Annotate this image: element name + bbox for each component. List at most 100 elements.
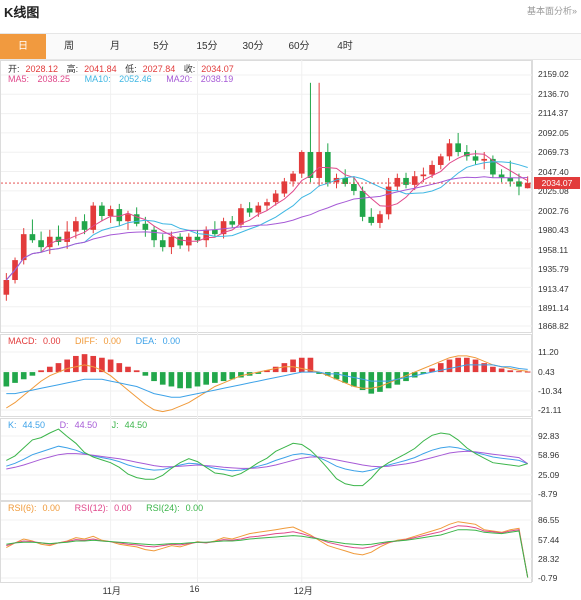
ma20-value: 2038.19 — [200, 74, 234, 84]
ma5-line — [5, 153, 528, 281]
macd-bar — [498, 368, 505, 373]
candle-body — [255, 205, 262, 213]
rsi24-label: RSI(24): — [146, 503, 180, 513]
candle-body — [194, 236, 201, 241]
ma5-value: 2038.25 — [37, 74, 71, 84]
macd-bar — [55, 363, 62, 373]
tab-4hour[interactable]: 4时 — [337, 41, 353, 52]
macd-bar — [168, 372, 175, 387]
dea-label: DEA: — [135, 336, 157, 346]
rsi12-label: RSI(12): — [74, 503, 109, 513]
macd-bar — [177, 372, 183, 389]
period-tab-bar: 日 周 月 5分 15分 30分 60分 4时 — [0, 33, 581, 60]
macd-bar — [507, 370, 514, 373]
macd-bar — [12, 372, 18, 383]
panel-border — [0, 418, 532, 501]
tab-5min[interactable]: 5分 — [153, 41, 169, 52]
macd-axis-label: 0.43 — [538, 367, 555, 377]
macd-bar — [220, 372, 227, 382]
rsi-legend: RSI(6): 0.00 RSI(12): 0.00 RSI(24): 0.00 — [8, 503, 215, 513]
candle-body — [20, 234, 27, 261]
candle-body — [90, 205, 97, 230]
candle-body — [351, 183, 357, 191]
kdj-axis-label: -8.79 — [538, 489, 558, 499]
x-axis-label: 16 — [189, 584, 200, 594]
j-label: J: — [111, 420, 119, 430]
macd-bar — [20, 372, 27, 380]
kdj-axis-label: 58.96 — [538, 450, 560, 460]
tab-15min[interactable]: 15分 — [196, 41, 218, 52]
tab-60min[interactable]: 60分 — [288, 41, 310, 52]
candle-body — [429, 164, 435, 175]
candle-body — [38, 240, 44, 248]
price-axis-label: 2159.02 — [538, 69, 569, 79]
candle-body — [437, 156, 444, 165]
rsi24-value: 0.00 — [185, 503, 204, 513]
candle-body — [99, 205, 105, 216]
macd-bar — [90, 355, 97, 373]
candle-body — [481, 158, 488, 161]
macd-bar — [264, 370, 270, 373]
rsi-axis-label: 57.44 — [538, 535, 560, 545]
panel-border — [0, 501, 532, 583]
high-label: 高: — [66, 64, 79, 74]
candle-body — [446, 143, 453, 157]
last-price-tag: 2034.07 — [534, 177, 580, 190]
price-axis-label: 1980.43 — [538, 225, 569, 235]
basic-analysis-link[interactable]: 基本面分析» — [526, 6, 577, 16]
candle-body — [246, 208, 253, 213]
candle-body — [142, 223, 149, 230]
price-axis-label: 1868.82 — [538, 321, 569, 331]
macd-bar — [159, 372, 166, 385]
candle-body — [116, 209, 123, 222]
macd-value: 0.00 — [43, 336, 61, 346]
macd-bar — [73, 355, 79, 373]
macd-bar — [151, 372, 157, 382]
candle-body — [81, 221, 88, 230]
rsi6-line — [6, 521, 529, 578]
rsi6-label: RSI(6): — [8, 503, 37, 513]
tab-month[interactable]: 月 — [110, 41, 120, 52]
macd-bar — [472, 359, 479, 373]
candle-body — [220, 221, 227, 235]
macd-bar — [281, 363, 288, 373]
price-axis-label: 2002.76 — [538, 206, 569, 216]
macd-bar — [516, 371, 522, 373]
candle-body — [29, 234, 36, 241]
macd-bar — [38, 370, 44, 373]
diff-value: 0.00 — [103, 336, 122, 346]
macd-bar — [455, 357, 461, 373]
tab-day[interactable]: 日 — [0, 34, 46, 59]
macd-bar — [342, 372, 349, 383]
tab-week[interactable]: 周 — [64, 41, 74, 52]
dea-line — [6, 364, 528, 398]
macd-bar — [377, 372, 383, 392]
candle-body — [107, 209, 114, 216]
macd-bar — [3, 372, 10, 387]
ma10-label: MA10: — [84, 74, 111, 84]
price-axis-label: 1891.14 — [538, 303, 569, 313]
price-axis-label: 1935.79 — [538, 264, 569, 274]
tab-30min[interactable]: 30分 — [242, 41, 264, 52]
macd-bar — [385, 372, 392, 389]
page-title: K线图 — [4, 5, 40, 20]
price-axis-label: 2025.08 — [538, 186, 569, 196]
macd-bar — [238, 372, 244, 378]
macd-bar — [116, 363, 123, 373]
ma5-label: MA5: — [8, 74, 30, 84]
macd-axis-label: 11.20 — [538, 347, 559, 357]
candle-body — [203, 229, 210, 241]
kdj-axis-label: 92.83 — [538, 431, 560, 441]
x-axis-label: 11月 — [102, 586, 121, 596]
macd-bar — [368, 372, 375, 394]
candle-body — [64, 231, 70, 242]
d-line — [6, 450, 528, 470]
candle-body — [151, 229, 157, 241]
candle-body — [524, 183, 531, 189]
macd-axis-label: -10.34 — [538, 386, 563, 396]
macd-bar — [99, 357, 105, 373]
rsi12-line — [6, 525, 529, 578]
macd-bar — [359, 372, 366, 391]
diff-label: DIFF: — [75, 336, 98, 346]
